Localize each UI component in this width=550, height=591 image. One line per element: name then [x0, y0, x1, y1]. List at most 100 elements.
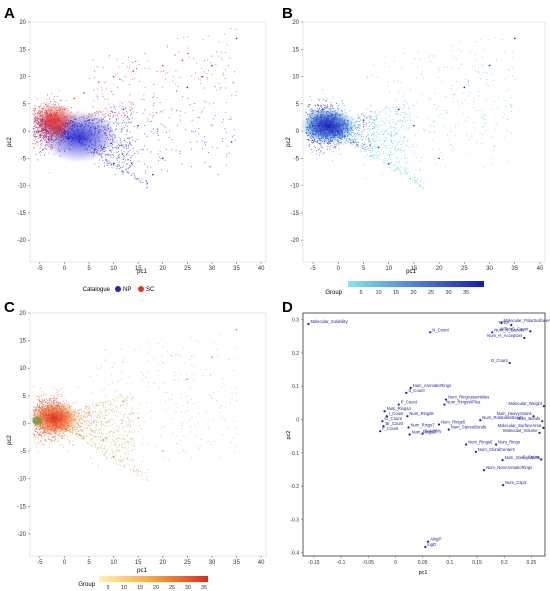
- point-a: [124, 107, 126, 109]
- point-b: [365, 148, 367, 150]
- point-b: [371, 124, 372, 125]
- point-a: [75, 135, 77, 137]
- point-b: [313, 145, 315, 147]
- point-a: [85, 123, 87, 125]
- point-a: [105, 132, 107, 134]
- point-a: [107, 136, 108, 138]
- point-a: [42, 138, 44, 140]
- point-a: [132, 101, 134, 103]
- point-b: [468, 95, 470, 97]
- point-a: [38, 132, 40, 134]
- point-b: [369, 116, 371, 118]
- point-a: [37, 130, 39, 132]
- point-c: [90, 428, 92, 429]
- point-a: [114, 173, 116, 175]
- point-b: [386, 120, 387, 122]
- point-b: [480, 78, 482, 80]
- point-a: [122, 145, 123, 147]
- y-tick-label-b: 0: [296, 129, 300, 135]
- point-b: [469, 92, 471, 94]
- point-b: [509, 104, 511, 105]
- point-b: [405, 157, 407, 159]
- point-b: [356, 127, 358, 128]
- point-b: [365, 125, 367, 127]
- point-b: [372, 138, 373, 140]
- point-a: [85, 125, 87, 127]
- point-a: [54, 139, 56, 141]
- point-b: [385, 125, 387, 127]
- point-b: [374, 134, 376, 136]
- point-b: [307, 105, 309, 107]
- point-b: [393, 130, 395, 132]
- point-b: [325, 100, 327, 102]
- point-a: [153, 102, 155, 104]
- series-point-sc: [58, 130, 61, 132]
- point-c: [225, 406, 227, 408]
- y-tick-label-b: 20: [292, 20, 299, 26]
- point-b: [373, 140, 375, 142]
- point-a: [112, 137, 114, 139]
- point-b: [384, 158, 386, 159]
- point-b: [331, 106, 333, 108]
- point-a: [79, 142, 81, 143]
- point-b: [361, 139, 363, 141]
- point-a: [118, 157, 119, 159]
- point-a: [62, 142, 64, 144]
- point-a: [107, 145, 109, 147]
- point-a: [48, 141, 50, 143]
- point-b: [484, 49, 486, 51]
- point-b: [444, 126, 446, 128]
- point-a: [70, 107, 72, 109]
- point-a: [101, 156, 103, 158]
- point-a: [97, 145, 99, 147]
- point-a: [86, 148, 88, 150]
- point-a: [152, 116, 154, 118]
- point-a: [97, 132, 99, 134]
- point-a: [134, 77, 136, 79]
- point-a: [189, 141, 191, 143]
- x-tick-label-c: 0: [63, 560, 67, 566]
- point-a: [105, 88, 107, 90]
- point-a: [113, 165, 115, 167]
- point-a: [42, 135, 44, 137]
- point-a: [88, 126, 90, 128]
- point-c: [130, 410, 132, 412]
- point-a: [51, 139, 53, 141]
- point-c: [143, 438, 145, 440]
- point-c: [85, 414, 87, 415]
- point-a: [51, 136, 53, 137]
- point-a: [123, 157, 125, 159]
- point-a: [35, 136, 37, 137]
- point-b: [356, 135, 358, 137]
- point-a: [109, 130, 111, 132]
- point-c: [125, 407, 127, 409]
- point-a: [236, 91, 238, 92]
- point-b: [510, 132, 512, 134]
- point-b: [350, 142, 352, 144]
- point-c: [183, 362, 185, 364]
- x-tick-label-c: 25: [184, 560, 191, 566]
- point-b: [507, 160, 509, 162]
- point-b: [338, 148, 340, 149]
- point-a: [81, 142, 83, 144]
- point-b: [316, 142, 318, 144]
- point-a: [168, 117, 170, 119]
- point-a: [212, 146, 213, 148]
- point-a: [118, 112, 119, 114]
- point-b: [397, 166, 399, 168]
- point-a: [124, 127, 125, 129]
- point-b: [396, 80, 398, 82]
- point-b: [446, 134, 448, 136]
- point-a: [87, 122, 89, 124]
- point-a: [104, 150, 106, 152]
- point-b: [369, 128, 371, 130]
- point-a: [220, 87, 222, 89]
- point-b: [464, 79, 466, 80]
- point-c: [53, 388, 55, 390]
- point-a: [71, 136, 73, 138]
- point-a: [130, 103, 132, 105]
- point-b: [428, 131, 430, 133]
- point-a: [64, 150, 66, 152]
- point-a: [41, 149, 43, 151]
- point-b: [411, 143, 413, 145]
